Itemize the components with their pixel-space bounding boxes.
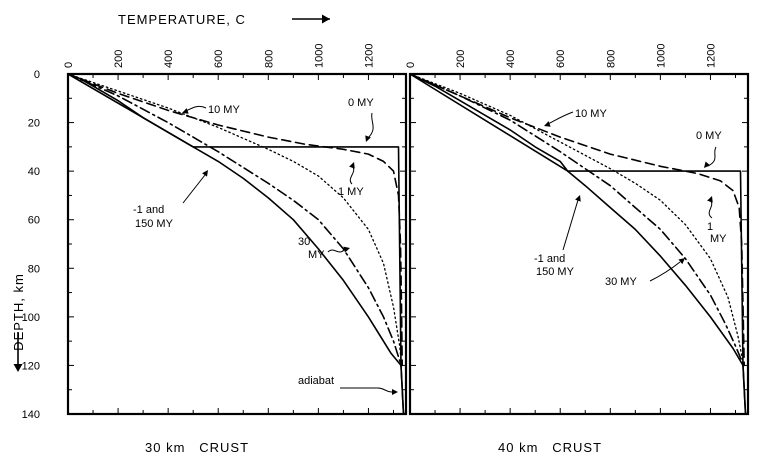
x-tick-label: 200 [113, 50, 125, 68]
x-tick-label: 600 [213, 50, 225, 68]
annotation-neg1-and: -1 and [133, 204, 164, 216]
y-tick-label: 100 [22, 312, 40, 324]
annotation-150my: 150 MY [536, 266, 575, 278]
plot-frame [408, 72, 750, 416]
y-tick-label: 60 [28, 215, 40, 227]
x-tick-label: 200 [455, 50, 467, 68]
annotation-neg1-and: -1 and [534, 253, 565, 265]
leader-1my [707, 196, 713, 219]
annotation-30my: 30 MY [605, 276, 637, 288]
x-axis-title: TEMPERATURE, C [118, 12, 246, 27]
y-tick-label: 120 [22, 360, 40, 372]
x-tick-label: 800 [605, 50, 617, 68]
x-tick-label: 400 [163, 50, 175, 68]
leader-30my [327, 246, 350, 253]
series-line-10-my [67, 73, 403, 367]
annotation-30-my: MY [308, 249, 325, 261]
panel-40km-crust: 0 200 400 600 800 1000 1200 10 MY 0 MY 1MY -1 and1… [405, 44, 750, 416]
annotation-10my: 10 MY [208, 104, 240, 116]
x-axis-title-arrow [292, 14, 330, 24]
annotation-0my: 0 MY [348, 97, 374, 109]
annotation-150my: 150 MY [135, 218, 174, 230]
x-tick-label: 0 [405, 62, 417, 68]
series-line-30-my [409, 73, 745, 367]
series-line-adiabat [742, 364, 747, 415]
leader-0my [365, 112, 374, 142]
series-line-30-my [67, 73, 403, 367]
x-tick-label: 1000 [313, 44, 325, 68]
leader-1my [349, 162, 355, 185]
series-line-1-and-150-my [409, 73, 744, 367]
leader-0my [704, 146, 717, 168]
series-line-0-my [67, 73, 405, 415]
annotation-0my: 0 MY [696, 130, 722, 142]
x-tick-label: 1200 [363, 44, 375, 68]
panel-caption-40km: 40 km CRUST [498, 440, 602, 455]
x-tick-label: 0 [63, 62, 75, 68]
leader-adiabat [340, 387, 398, 395]
y-tick-label: 140 [22, 409, 40, 421]
annotation-1-my: MY [710, 233, 727, 245]
series-line-adiabat [400, 364, 405, 415]
y-tick-label: 0 [34, 69, 40, 81]
x-tick-label: 1000 [655, 44, 667, 68]
annotation-30: 30 [298, 236, 310, 248]
plot-frame [66, 72, 408, 416]
x-tick-label: 400 [505, 50, 517, 68]
leader-10my [544, 111, 574, 127]
series-line-1-my [67, 73, 403, 367]
y-tick-label: 20 [28, 118, 40, 130]
y-tick-label: 80 [28, 263, 40, 275]
panel-30km-crust: 0 200 400 600 800 1000 1200 0 20 40 60 80 100 120 140 1… [22, 44, 408, 421]
annotation-adiabat: adiabat [298, 375, 334, 387]
y-tick-label: 40 [28, 166, 40, 178]
x-tick-label: 600 [555, 50, 567, 68]
x-tick-label: 800 [263, 50, 275, 68]
y-axis-title-arrow [13, 332, 23, 372]
annotation-10my: 10 MY [575, 108, 607, 120]
x-tick-label: 1200 [705, 44, 717, 68]
annotation-1my: 1 MY [338, 186, 364, 198]
series-line-0-my [409, 73, 747, 415]
series-line-1-my [409, 73, 745, 367]
series-line-10-my [409, 73, 745, 367]
leader-10my [182, 105, 207, 114]
annotation-1: 1 [707, 221, 713, 233]
panel-caption-30km: 30 km CRUST [145, 440, 249, 455]
leader-neg1-150my [562, 195, 581, 251]
leader-30my [649, 258, 685, 282]
series-line-1-and-150-my [67, 73, 402, 367]
leader-neg1-150my [182, 170, 208, 204]
y-axis-title: DEPTH, km [11, 273, 26, 351]
